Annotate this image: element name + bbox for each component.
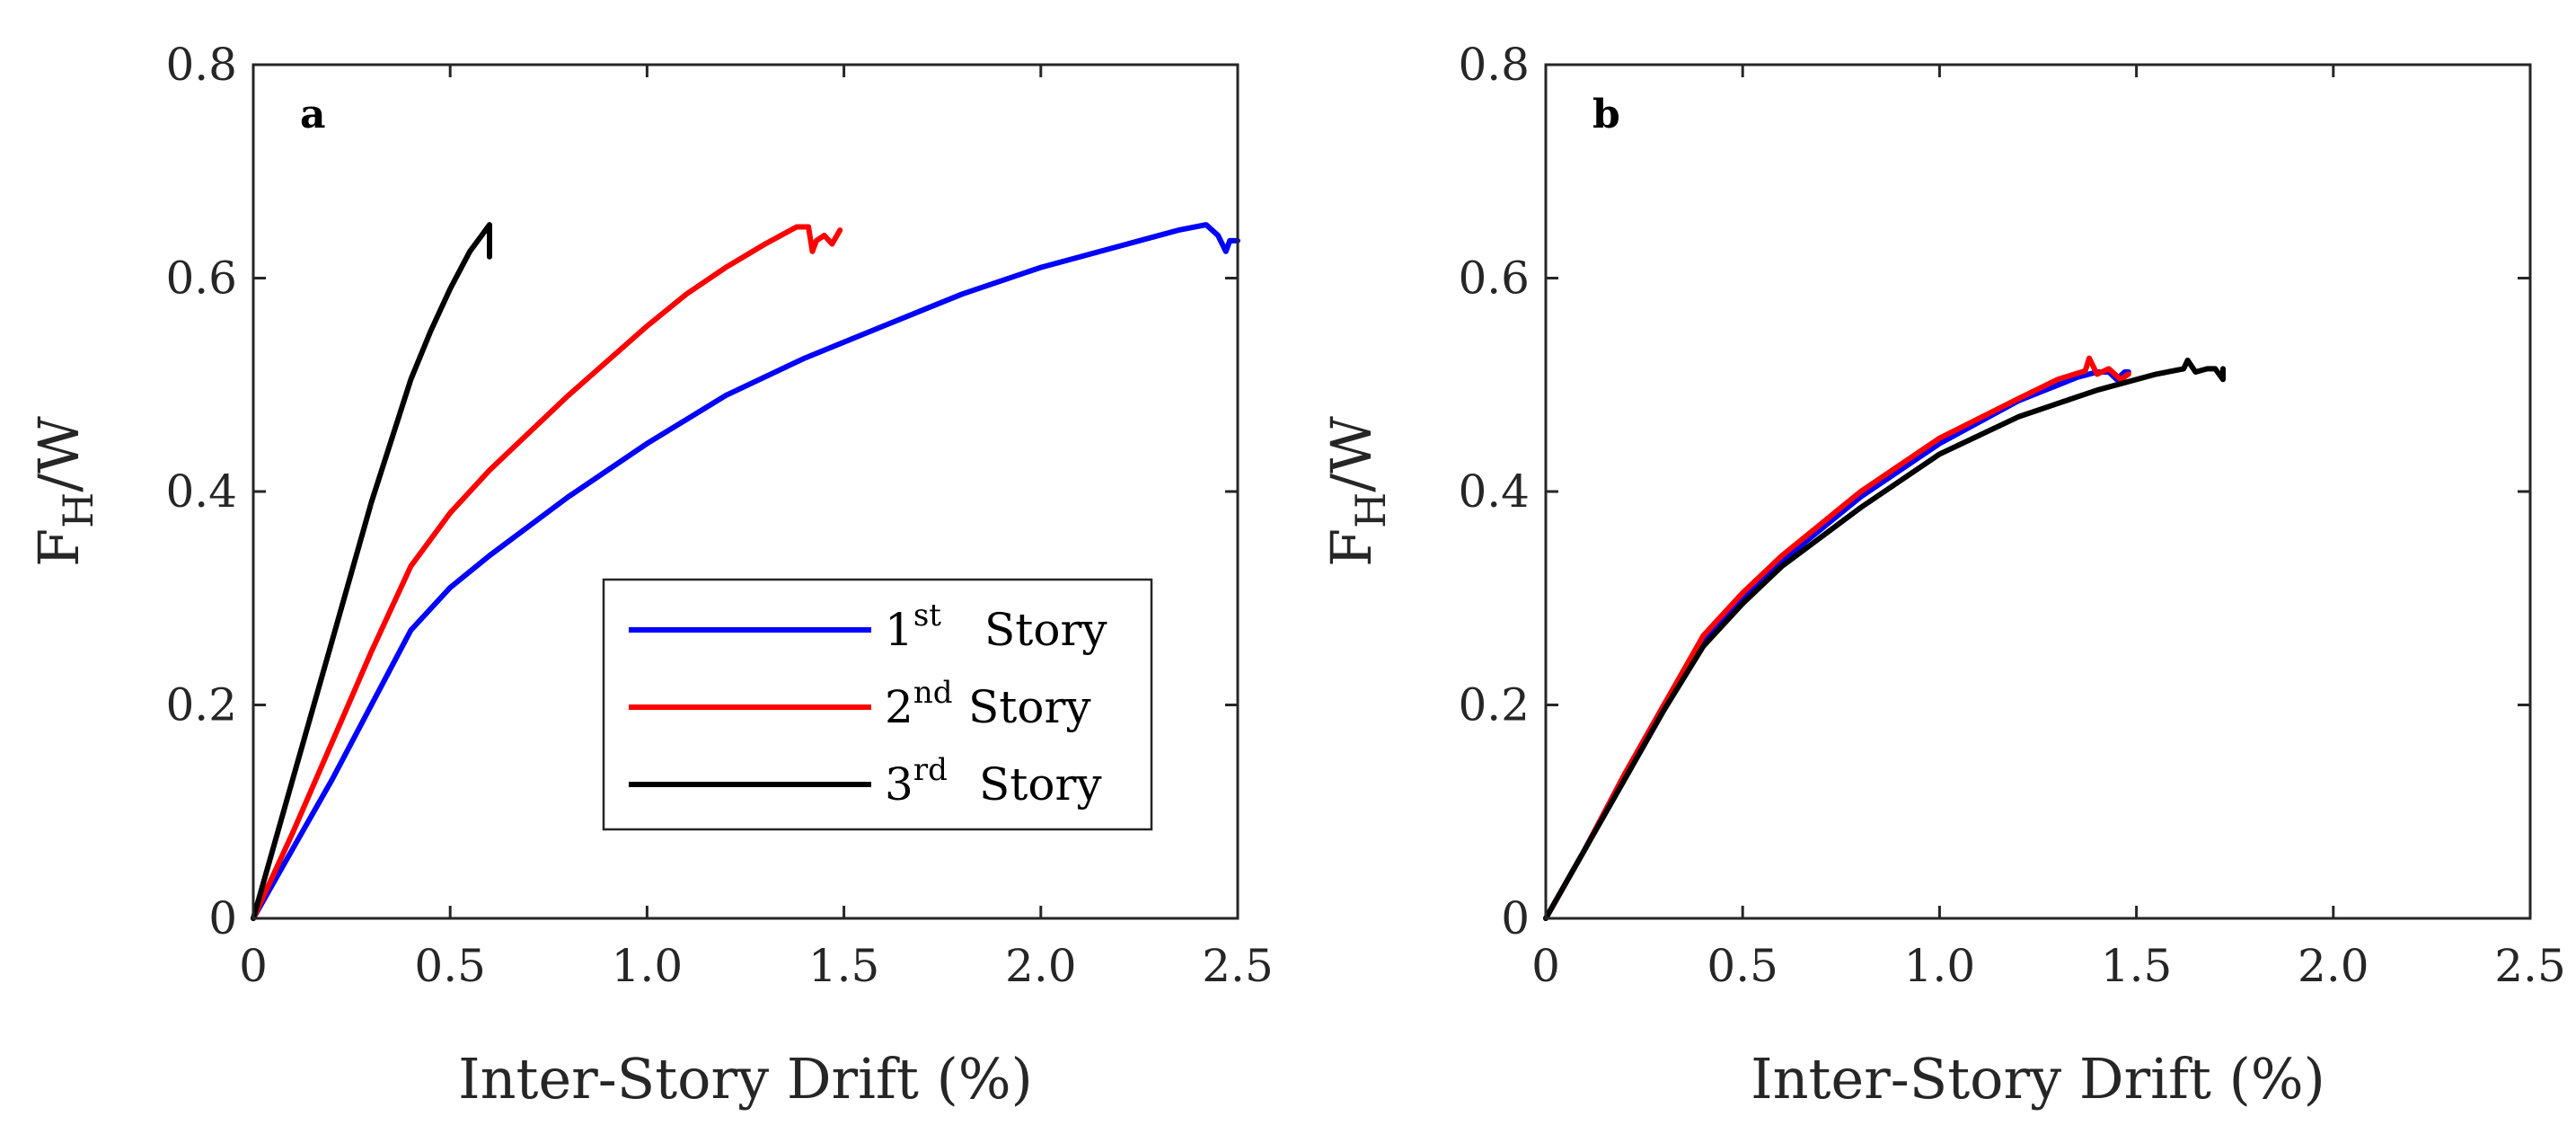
x-tick-label: 0.5 — [1707, 940, 1778, 992]
legend-label-1st-story: 1st Story — [885, 598, 1107, 656]
panel-a-legend: 1st Story 2nd Story 3rd Story — [602, 578, 1153, 831]
legend-superscript: st — [913, 598, 941, 633]
legend-superscript: nd — [913, 675, 953, 711]
y-tick-label: 0.8 — [165, 39, 237, 91]
panel-a-x-ticks: 0 0.5 1.0 1.5 2.0 2.5 — [239, 65, 1274, 992]
legend-ordinal: 2 — [885, 681, 913, 733]
panel-a-y-axis-title-subscript: H — [54, 492, 102, 528]
y-tick-label: 0.6 — [1458, 252, 1530, 305]
x-tick-label: 2.0 — [2298, 940, 2369, 992]
y-tick-label: 0 — [208, 892, 237, 944]
panel-b: 0 0.5 1.0 1.5 2.0 2.5 0 0.2 0.4 0.6 0.8 b Inter-S… — [1319, 39, 2566, 1112]
panel-b-y-axis-title: FH/W — [1319, 416, 1395, 567]
panel-b-label: b — [1592, 92, 1620, 137]
x-tick-label: 2.5 — [2494, 940, 2566, 992]
panel-a-x-axis-title: Inter-Story Drift (%) — [458, 1046, 1033, 1112]
panel-a-y-axis-title: FH/W — [26, 416, 102, 567]
x-tick-label: 1.0 — [1904, 940, 1976, 992]
panel-b-y-ticks: 0 0.2 0.4 0.6 0.8 — [1458, 39, 2530, 944]
x-tick-label: 0 — [1531, 940, 1560, 992]
y-tick-label: 0.4 — [165, 465, 237, 518]
panel-b-y-axis-title-base: F — [1319, 528, 1384, 567]
panel-a-series-2nd-story — [251, 224, 843, 921]
panel-a-series-3rd-story — [251, 222, 492, 921]
x-tick-label: 1.5 — [808, 940, 880, 992]
legend-entry-2nd-story: 2nd Story — [629, 675, 1091, 733]
x-tick-label: 1.5 — [2101, 940, 2173, 992]
y-tick-label: 0.6 — [165, 252, 237, 305]
legend-entry-3rd-story: 3rd Story — [629, 752, 1102, 811]
y-tick-label: 0.8 — [1458, 39, 1530, 91]
x-tick-label: 2.0 — [1005, 940, 1077, 992]
x-tick-label: 0 — [239, 940, 268, 992]
panel-b-series — [1543, 355, 2226, 921]
legend-word: Story — [984, 604, 1107, 656]
y-tick-label: 0 — [1501, 892, 1530, 944]
legend-label-2nd-story: 2nd Story — [885, 675, 1091, 733]
panel-b-x-axis-title: Inter-Story Drift (%) — [1751, 1046, 2325, 1112]
legend-word: Story — [968, 681, 1091, 733]
legend-ordinal: 1 — [885, 604, 913, 656]
panel-b-y-axis-title-suffix: /W — [1319, 416, 1384, 492]
x-tick-label: 0.5 — [414, 940, 486, 992]
y-tick-label: 0.2 — [165, 679, 237, 731]
panel-b-series-3rd-story — [1543, 357, 2226, 921]
panel-a-series-1st-story — [251, 222, 1240, 921]
legend-label-3rd-story: 3rd Story — [885, 752, 1102, 811]
panel-a-y-ticks: 0 0.2 0.4 0.6 0.8 — [165, 39, 1238, 944]
panel-a-axes-frame — [251, 63, 1239, 920]
panel-a-y-axis-title-suffix: /W — [26, 416, 92, 492]
panel-b-y-axis-title-subscript: H — [1346, 492, 1395, 528]
legend-ordinal: 3 — [885, 758, 913, 811]
panel-a-series — [251, 222, 1240, 921]
y-tick-label: 0.2 — [1458, 679, 1530, 731]
x-tick-label: 1.0 — [612, 940, 684, 992]
legend-superscript: rd — [913, 752, 948, 788]
x-tick-label: 2.5 — [1202, 940, 1274, 992]
legend-word: Story — [979, 758, 1102, 811]
panel-a: 0 0.5 1.0 1.5 2.0 2.5 0 0.2 0.4 0.6 0.8 a Inter-S… — [26, 39, 1274, 1112]
panel-a-y-axis-title-base: F — [26, 528, 92, 567]
legend-entry-1st-story: 1st Story — [629, 598, 1107, 656]
panel-b-axes-frame — [1544, 63, 2532, 920]
y-tick-label: 0.4 — [1458, 465, 1530, 518]
panel-a-label: a — [300, 92, 326, 137]
